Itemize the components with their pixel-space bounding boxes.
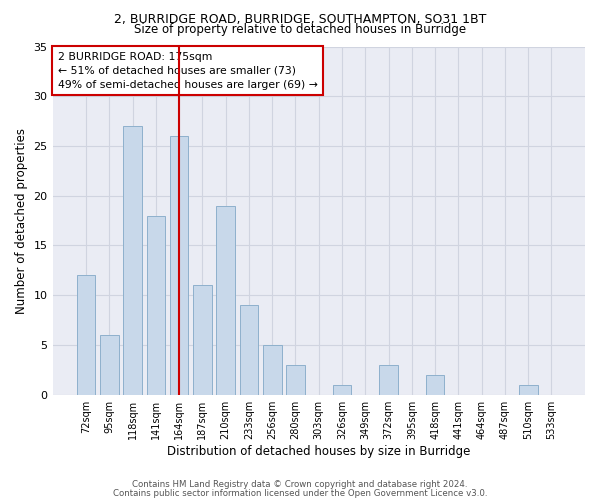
Bar: [123, 126, 142, 394]
Text: Contains public sector information licensed under the Open Government Licence v3: Contains public sector information licen…: [113, 488, 487, 498]
Bar: [100, 335, 119, 394]
Bar: [333, 385, 352, 394]
Bar: [519, 385, 538, 394]
Bar: [379, 365, 398, 394]
Bar: [193, 286, 212, 395]
Bar: [426, 375, 445, 394]
Y-axis label: Number of detached properties: Number of detached properties: [15, 128, 28, 314]
Bar: [146, 216, 165, 394]
X-axis label: Distribution of detached houses by size in Burridge: Distribution of detached houses by size …: [167, 444, 470, 458]
Text: 2, BURRIDGE ROAD, BURRIDGE, SOUTHAMPTON, SO31 1BT: 2, BURRIDGE ROAD, BURRIDGE, SOUTHAMPTON,…: [114, 12, 486, 26]
Text: 2 BURRIDGE ROAD: 175sqm
← 51% of detached houses are smaller (73)
49% of semi-de: 2 BURRIDGE ROAD: 175sqm ← 51% of detache…: [58, 52, 318, 90]
Bar: [263, 345, 281, 395]
Bar: [217, 206, 235, 394]
Bar: [170, 136, 188, 394]
Bar: [239, 305, 258, 394]
Text: Size of property relative to detached houses in Burridge: Size of property relative to detached ho…: [134, 22, 466, 36]
Text: Contains HM Land Registry data © Crown copyright and database right 2024.: Contains HM Land Registry data © Crown c…: [132, 480, 468, 489]
Bar: [77, 276, 95, 394]
Bar: [286, 365, 305, 394]
